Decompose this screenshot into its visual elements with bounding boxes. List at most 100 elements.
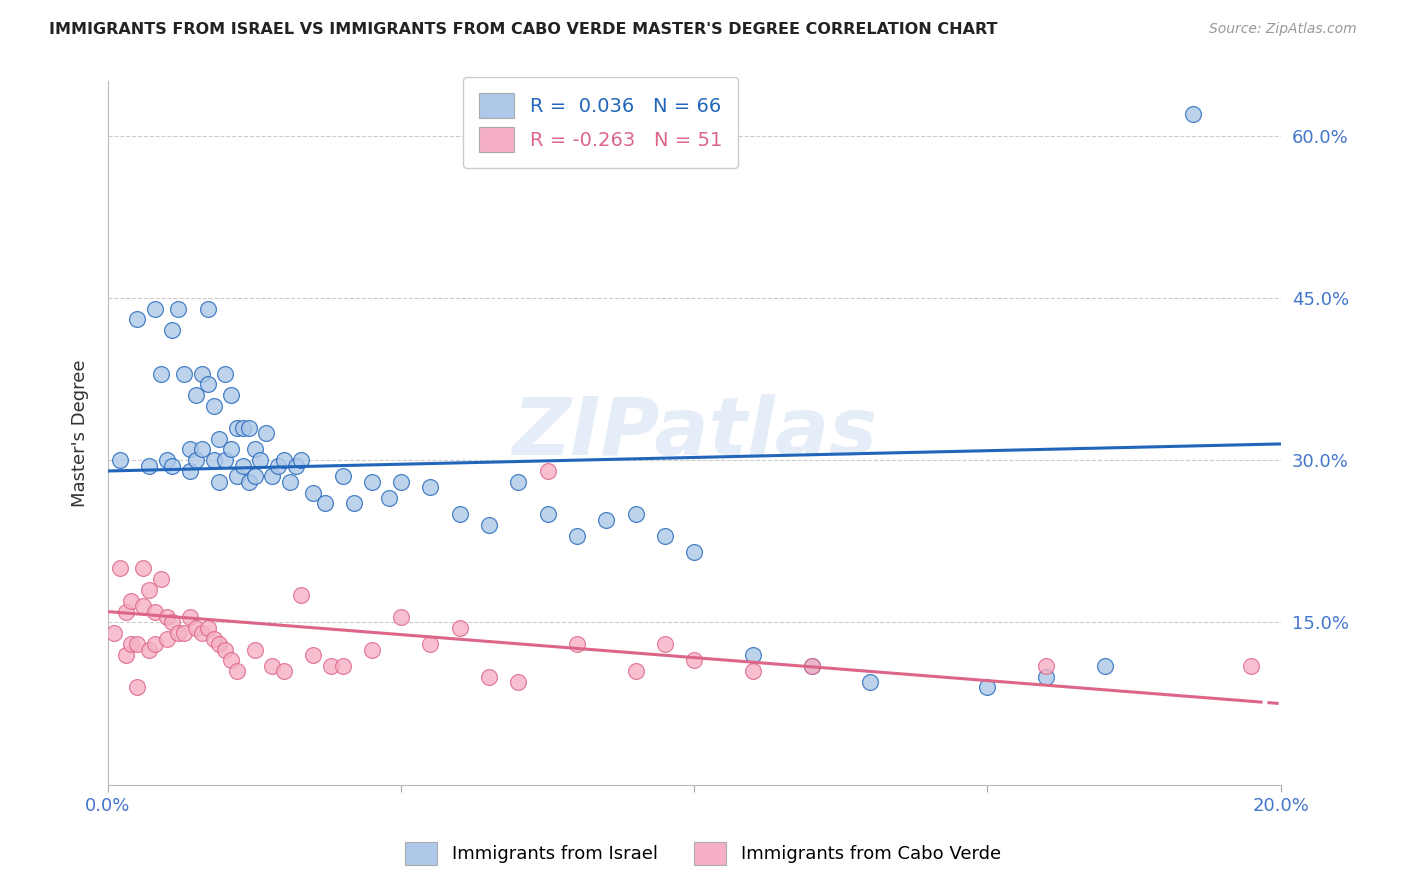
Text: IMMIGRANTS FROM ISRAEL VS IMMIGRANTS FROM CABO VERDE MASTER'S DEGREE CORRELATION: IMMIGRANTS FROM ISRAEL VS IMMIGRANTS FRO… bbox=[49, 22, 998, 37]
Point bbox=[314, 496, 336, 510]
Point bbox=[167, 301, 190, 316]
Point bbox=[537, 508, 560, 522]
Point bbox=[208, 475, 231, 489]
Point bbox=[219, 653, 242, 667]
Point bbox=[238, 475, 260, 489]
Point bbox=[173, 367, 195, 381]
Point bbox=[214, 642, 236, 657]
Point bbox=[156, 632, 179, 646]
Point bbox=[273, 453, 295, 467]
Point bbox=[149, 367, 172, 381]
Point bbox=[243, 442, 266, 457]
Point bbox=[683, 653, 706, 667]
Point bbox=[243, 642, 266, 657]
Point bbox=[1240, 658, 1263, 673]
Point bbox=[742, 664, 765, 678]
Point bbox=[262, 469, 284, 483]
Point bbox=[214, 367, 236, 381]
Point bbox=[273, 664, 295, 678]
Point bbox=[114, 648, 136, 662]
Point bbox=[419, 637, 441, 651]
Point bbox=[1094, 658, 1116, 673]
Point bbox=[478, 669, 501, 683]
Point bbox=[132, 599, 155, 614]
Point bbox=[360, 475, 382, 489]
Point bbox=[284, 458, 307, 473]
Point bbox=[449, 508, 471, 522]
Point bbox=[508, 475, 530, 489]
Text: ZIPatlas: ZIPatlas bbox=[512, 394, 877, 472]
Point bbox=[449, 621, 471, 635]
Point bbox=[167, 626, 190, 640]
Point bbox=[1181, 107, 1204, 121]
Point bbox=[184, 388, 207, 402]
Point bbox=[243, 469, 266, 483]
Point bbox=[184, 621, 207, 635]
Point bbox=[343, 496, 366, 510]
Point bbox=[419, 480, 441, 494]
Point bbox=[143, 605, 166, 619]
Point bbox=[800, 658, 823, 673]
Legend: R =  0.036   N = 66, R = -0.263   N = 51: R = 0.036 N = 66, R = -0.263 N = 51 bbox=[464, 77, 738, 168]
Point bbox=[219, 388, 242, 402]
Point bbox=[389, 475, 412, 489]
Point bbox=[389, 610, 412, 624]
Point bbox=[179, 442, 201, 457]
Point bbox=[219, 442, 242, 457]
Point bbox=[208, 432, 231, 446]
Point bbox=[654, 529, 676, 543]
Point bbox=[290, 588, 312, 602]
Point bbox=[226, 664, 249, 678]
Point bbox=[138, 458, 160, 473]
Point bbox=[202, 453, 225, 467]
Point bbox=[683, 545, 706, 559]
Point bbox=[179, 464, 201, 478]
Point bbox=[267, 458, 290, 473]
Point bbox=[191, 626, 214, 640]
Point bbox=[114, 605, 136, 619]
Point bbox=[254, 426, 277, 441]
Point bbox=[976, 681, 998, 695]
Point bbox=[156, 453, 179, 467]
Y-axis label: Master's Degree: Master's Degree bbox=[72, 359, 89, 507]
Point bbox=[173, 626, 195, 640]
Point bbox=[143, 637, 166, 651]
Point bbox=[191, 442, 214, 457]
Point bbox=[138, 582, 160, 597]
Point bbox=[197, 621, 219, 635]
Point bbox=[360, 642, 382, 657]
Point bbox=[103, 626, 125, 640]
Point bbox=[1035, 658, 1057, 673]
Point bbox=[238, 420, 260, 434]
Point bbox=[859, 675, 882, 690]
Point bbox=[1035, 669, 1057, 683]
Point bbox=[143, 301, 166, 316]
Point bbox=[149, 572, 172, 586]
Point bbox=[624, 508, 647, 522]
Point bbox=[127, 312, 149, 326]
Point bbox=[202, 399, 225, 413]
Point bbox=[208, 637, 231, 651]
Point bbox=[226, 420, 249, 434]
Point bbox=[537, 464, 560, 478]
Point bbox=[595, 513, 617, 527]
Point bbox=[226, 469, 249, 483]
Point bbox=[654, 637, 676, 651]
Point bbox=[197, 301, 219, 316]
Point bbox=[138, 642, 160, 657]
Point bbox=[565, 637, 588, 651]
Legend: Immigrants from Israel, Immigrants from Cabo Verde: Immigrants from Israel, Immigrants from … bbox=[398, 835, 1008, 872]
Point bbox=[278, 475, 301, 489]
Point bbox=[478, 518, 501, 533]
Point bbox=[108, 453, 131, 467]
Point bbox=[156, 610, 179, 624]
Point bbox=[179, 610, 201, 624]
Point bbox=[262, 658, 284, 673]
Point bbox=[120, 594, 142, 608]
Point bbox=[742, 648, 765, 662]
Point bbox=[202, 632, 225, 646]
Point bbox=[319, 658, 342, 673]
Point bbox=[290, 453, 312, 467]
Point bbox=[249, 453, 271, 467]
Point bbox=[127, 681, 149, 695]
